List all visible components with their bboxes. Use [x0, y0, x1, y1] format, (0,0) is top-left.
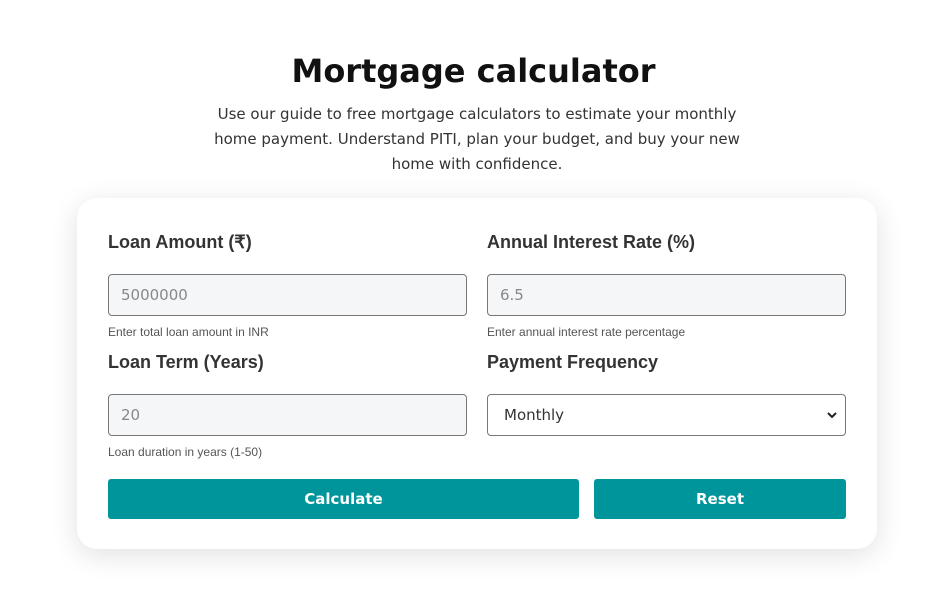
interest-rate-field: Annual Interest Rate (%) Enter annual in… — [487, 230, 846, 339]
payment-frequency-select[interactable]: Monthly — [487, 394, 846, 436]
calculate-button[interactable]: Calculate — [108, 479, 579, 519]
loan-term-input[interactable] — [108, 394, 467, 436]
page-description: Use our guide to free mortgage calculato… — [214, 105, 740, 173]
calculator-card: Loan Amount (₹) Enter total loan amount … — [77, 198, 877, 549]
interest-rate-label: Annual Interest Rate (%) — [487, 232, 696, 252]
loan-term-help: Loan duration in years (1-50) — [108, 445, 263, 459]
payment-frequency-value: Monthly — [504, 406, 565, 424]
page-title: Mortgage calculator — [291, 52, 656, 90]
loan-amount-input[interactable] — [108, 274, 467, 316]
payment-frequency-label: Payment Frequency — [487, 352, 659, 372]
loan-amount-help: Enter total loan amount in INR — [108, 325, 269, 339]
interest-rate-input[interactable] — [487, 274, 846, 316]
loan-amount-label: Loan Amount (₹) — [108, 232, 252, 252]
loan-term-label: Loan Term (Years) — [108, 352, 264, 372]
chevron-down-icon — [827, 412, 837, 419]
reset-button[interactable]: Reset — [594, 479, 846, 519]
interest-rate-help: Enter annual interest rate percentage — [487, 325, 686, 339]
loan-amount-field: Loan Amount (₹) Enter total loan amount … — [108, 230, 467, 339]
payment-frequency-field: Payment Frequency Monthly — [487, 350, 846, 436]
loan-term-field: Loan Term (Years) Loan duration in years… — [108, 350, 467, 459]
